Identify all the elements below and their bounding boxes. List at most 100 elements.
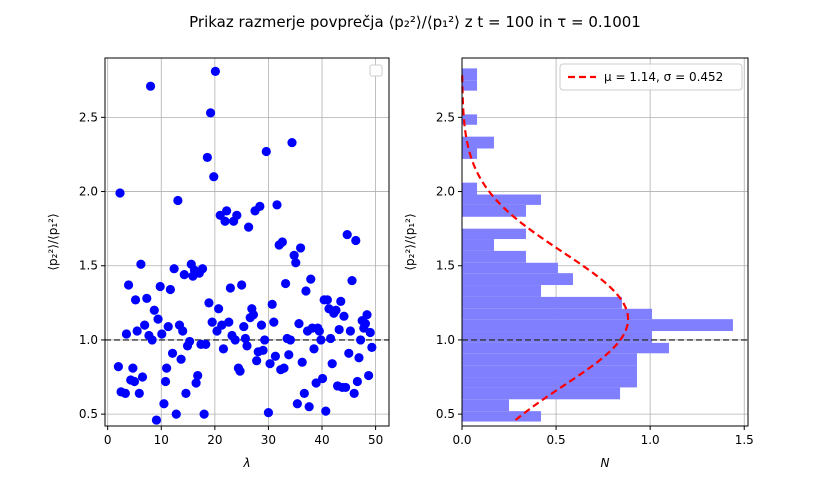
scatter-xtick-label-3: 30 — [261, 433, 276, 447]
scatter-point-118 — [316, 335, 326, 345]
hist-bar-29 — [462, 80, 478, 91]
hist-bar-9 — [462, 308, 653, 320]
scatter-point-17 — [145, 81, 156, 91]
hist-bar-1 — [462, 399, 510, 412]
scatter-point-71 — [237, 280, 247, 290]
scatter-legend-box — [369, 64, 383, 77]
scatter-point-14 — [140, 320, 150, 330]
hist-ytick-label-1: 1.0 — [436, 333, 455, 347]
hist-bar-15 — [462, 239, 494, 251]
hist-bar-7 — [462, 331, 653, 343]
scatter-point-97 — [280, 278, 291, 289]
scatter-point-133 — [340, 382, 351, 393]
scatter-point-96 — [279, 363, 289, 373]
scatter-point-52 — [205, 108, 216, 118]
scatter-point-3 — [120, 388, 130, 398]
scatter-point-130 — [336, 296, 346, 306]
scatter-point-90 — [269, 317, 279, 327]
hist-bar-11 — [462, 285, 542, 297]
hist-xlabel: N — [601, 456, 610, 470]
scatter-point-27 — [163, 321, 173, 332]
hist-ytick-label-0: 0.5 — [436, 407, 455, 421]
scatter-point-10 — [132, 326, 142, 336]
scatter-point-109 — [301, 286, 311, 296]
hist-bar-19 — [462, 194, 542, 205]
hist-bar-14 — [462, 250, 526, 263]
hist-fit-curve — [461, 71, 630, 421]
hist-xtick-label-3: 1.5 — [735, 433, 754, 447]
hist-bar-13 — [462, 262, 558, 274]
scatter-point-107 — [297, 357, 307, 367]
hist-legend-label: μ = 1.14, σ = 0.452 — [604, 70, 723, 84]
scatter-point-72 — [239, 321, 249, 332]
scatter-point-139 — [351, 235, 361, 246]
scatter-point-43 — [191, 378, 201, 388]
scatter-point-67 — [230, 335, 240, 345]
scatter-point-114 — [309, 344, 319, 354]
scatter-point-142 — [356, 335, 366, 345]
scatter-point-35 — [178, 326, 188, 336]
scatter-point-24 — [159, 399, 169, 409]
scatter-point-30 — [169, 264, 179, 274]
hist-ytick-label-3: 2.0 — [436, 185, 455, 199]
scatter-point-68 — [232, 210, 242, 220]
scatter-point-82 — [255, 201, 265, 211]
scatter-point-145 — [360, 319, 371, 329]
scatter-point-29 — [167, 348, 178, 358]
scatter-xtick-label-4: 40 — [314, 433, 329, 447]
hist-ytick-label-4: 2.5 — [436, 110, 455, 124]
scatter-point-60 — [218, 344, 229, 354]
hist-bar-2 — [462, 387, 621, 400]
scatter-point-48 — [199, 409, 209, 419]
hist-ylabel: ⟨p₂²⟩/⟨p₁²⟩ — [403, 213, 417, 270]
hist-bar-18 — [462, 204, 526, 217]
scatter-point-101 — [287, 137, 297, 148]
scatter-point-75 — [244, 222, 254, 232]
scatter-point-119 — [317, 373, 328, 384]
scatter-point-91 — [270, 351, 280, 361]
scatter-point-0 — [113, 362, 123, 372]
hist-bar-30 — [462, 68, 478, 81]
scatter-point-7 — [128, 363, 138, 373]
scatter-point-83 — [256, 320, 267, 330]
scatter-point-146 — [362, 310, 372, 320]
scatter-point-63 — [224, 317, 234, 327]
scatter-point-4 — [121, 329, 132, 339]
scatter-xtick-label-5: 50 — [368, 433, 383, 447]
scatter-point-148 — [365, 327, 375, 338]
scatter-point-8 — [129, 376, 140, 387]
scatter-ytick-label-1: 1.0 — [79, 333, 98, 347]
scatter-point-26 — [162, 363, 172, 373]
scatter-point-117 — [314, 326, 324, 336]
hist-bar-4 — [462, 365, 637, 378]
scatter-point-70 — [235, 366, 245, 376]
scatter-point-140 — [352, 376, 362, 387]
scatter-ytick-label-0: 0.5 — [79, 407, 98, 421]
hist-ytick-label-2: 1.5 — [436, 259, 455, 273]
scatter-ytick-label-2: 1.5 — [79, 259, 98, 273]
scatter-point-136 — [345, 326, 356, 336]
scatter-point-57 — [214, 304, 224, 314]
scatter-point-132 — [339, 311, 349, 321]
hist-bar-12 — [462, 273, 574, 286]
hist-bar-10 — [462, 296, 622, 309]
scatter-point-85 — [260, 335, 270, 345]
hist-bar-5 — [462, 353, 637, 366]
scatter-point-19 — [149, 305, 159, 315]
scatter-point-34 — [176, 354, 186, 364]
scatter-point-61 — [220, 216, 230, 226]
scatter-point-99 — [284, 350, 294, 360]
hist-xtick-label-0: 0.0 — [452, 433, 471, 447]
scatter-point-74 — [242, 341, 252, 351]
scatter-point-21 — [153, 314, 163, 324]
scatter-point-147 — [364, 370, 374, 381]
scatter-point-127 — [331, 305, 341, 315]
scatter-point-89 — [267, 299, 277, 309]
hist-xtick-label-2: 1.0 — [641, 433, 660, 447]
scatter-point-12 — [136, 259, 146, 269]
scatter-point-125 — [327, 359, 337, 369]
scatter-point-108 — [299, 388, 309, 398]
scatter-point-18 — [147, 335, 157, 345]
scatter-point-51 — [204, 298, 214, 308]
